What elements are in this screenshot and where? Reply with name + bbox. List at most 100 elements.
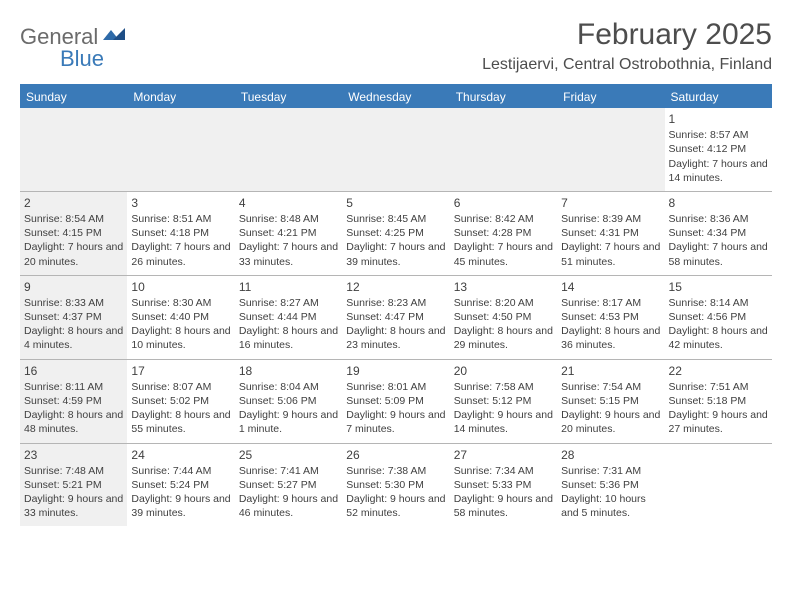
daylight-text: Daylight: 8 hours and 36 minutes. <box>561 324 660 352</box>
daylight-text: Daylight: 9 hours and 1 minute. <box>239 408 338 436</box>
day-cell: 25Sunrise: 7:41 AMSunset: 5:27 PMDayligh… <box>235 444 342 527</box>
day-number: 19 <box>346 363 445 379</box>
empty-cell <box>342 108 449 191</box>
day-cell: 3Sunrise: 8:51 AMSunset: 4:18 PMDaylight… <box>127 192 234 275</box>
sunrise-text: Sunrise: 8:54 AM <box>24 212 123 226</box>
sunset-text: Sunset: 4:44 PM <box>239 310 338 324</box>
daylight-text: Daylight: 8 hours and 48 minutes. <box>24 408 123 436</box>
sunrise-text: Sunrise: 8:11 AM <box>24 380 123 394</box>
empty-cell <box>235 108 342 191</box>
day-number: 7 <box>561 195 660 211</box>
sunset-text: Sunset: 4:15 PM <box>24 226 123 240</box>
day-number: 18 <box>239 363 338 379</box>
sunset-text: Sunset: 5:27 PM <box>239 478 338 492</box>
sunset-text: Sunset: 5:33 PM <box>454 478 553 492</box>
daylight-text: Daylight: 7 hours and 14 minutes. <box>669 157 768 185</box>
location-subtitle: Lestijaervi, Central Ostrobothnia, Finla… <box>482 56 772 74</box>
sunrise-text: Sunrise: 7:41 AM <box>239 464 338 478</box>
day-cell: 6Sunrise: 8:42 AMSunset: 4:28 PMDaylight… <box>450 192 557 275</box>
sunrise-text: Sunrise: 7:31 AM <box>561 464 660 478</box>
sunset-text: Sunset: 4:34 PM <box>669 226 768 240</box>
daylight-text: Daylight: 7 hours and 33 minutes. <box>239 240 338 268</box>
sunset-text: Sunset: 4:18 PM <box>131 226 230 240</box>
day-number: 22 <box>669 363 768 379</box>
day-cell: 27Sunrise: 7:34 AMSunset: 5:33 PMDayligh… <box>450 444 557 527</box>
day-cell: 5Sunrise: 8:45 AMSunset: 4:25 PMDaylight… <box>342 192 449 275</box>
week-row: 23Sunrise: 7:48 AMSunset: 5:21 PMDayligh… <box>20 443 772 527</box>
sunset-text: Sunset: 5:06 PM <box>239 394 338 408</box>
sunrise-text: Sunrise: 7:58 AM <box>454 380 553 394</box>
empty-cell <box>127 108 234 191</box>
sunset-text: Sunset: 5:18 PM <box>669 394 768 408</box>
sunrise-text: Sunrise: 8:04 AM <box>239 380 338 394</box>
sunset-text: Sunset: 4:37 PM <box>24 310 123 324</box>
day-cell: 18Sunrise: 8:04 AMSunset: 5:06 PMDayligh… <box>235 360 342 443</box>
day-number: 14 <box>561 279 660 295</box>
sunrise-text: Sunrise: 7:48 AM <box>24 464 123 478</box>
day-cell: 4Sunrise: 8:48 AMSunset: 4:21 PMDaylight… <box>235 192 342 275</box>
week-row: 16Sunrise: 8:11 AMSunset: 4:59 PMDayligh… <box>20 359 772 443</box>
day-number: 15 <box>669 279 768 295</box>
sunset-text: Sunset: 4:28 PM <box>454 226 553 240</box>
logo-mark-icon <box>103 26 125 49</box>
daylight-text: Daylight: 9 hours and 20 minutes. <box>561 408 660 436</box>
sunrise-text: Sunrise: 8:23 AM <box>346 296 445 310</box>
sunrise-text: Sunrise: 8:39 AM <box>561 212 660 226</box>
sunrise-text: Sunrise: 7:51 AM <box>669 380 768 394</box>
daylight-text: Daylight: 7 hours and 20 minutes. <box>24 240 123 268</box>
weekday-header: Tuesday <box>235 86 342 108</box>
day-cell: 11Sunrise: 8:27 AMSunset: 4:44 PMDayligh… <box>235 276 342 359</box>
day-cell: 21Sunrise: 7:54 AMSunset: 5:15 PMDayligh… <box>557 360 664 443</box>
day-number: 9 <box>24 279 123 295</box>
sunrise-text: Sunrise: 7:34 AM <box>454 464 553 478</box>
sunset-text: Sunset: 4:53 PM <box>561 310 660 324</box>
daylight-text: Daylight: 9 hours and 27 minutes. <box>669 408 768 436</box>
day-number: 21 <box>561 363 660 379</box>
daylight-text: Daylight: 7 hours and 45 minutes. <box>454 240 553 268</box>
day-number: 5 <box>346 195 445 211</box>
weekday-header-row: Sunday Monday Tuesday Wednesday Thursday… <box>20 86 772 108</box>
day-number: 28 <box>561 447 660 463</box>
day-cell: 1Sunrise: 8:57 AMSunset: 4:12 PMDaylight… <box>665 108 772 191</box>
day-number: 4 <box>239 195 338 211</box>
sunrise-text: Sunrise: 8:51 AM <box>131 212 230 226</box>
sunrise-text: Sunrise: 8:36 AM <box>669 212 768 226</box>
daylight-text: Daylight: 9 hours and 39 minutes. <box>131 492 230 520</box>
empty-cell <box>665 444 772 527</box>
week-row: 1Sunrise: 8:57 AMSunset: 4:12 PMDaylight… <box>20 108 772 191</box>
day-cell: 2Sunrise: 8:54 AMSunset: 4:15 PMDaylight… <box>20 192 127 275</box>
day-number: 3 <box>131 195 230 211</box>
daylight-text: Daylight: 8 hours and 10 minutes. <box>131 324 230 352</box>
day-cell: 12Sunrise: 8:23 AMSunset: 4:47 PMDayligh… <box>342 276 449 359</box>
day-number: 26 <box>346 447 445 463</box>
day-number: 25 <box>239 447 338 463</box>
sunset-text: Sunset: 4:12 PM <box>669 142 768 156</box>
sunrise-text: Sunrise: 8:45 AM <box>346 212 445 226</box>
sunrise-text: Sunrise: 8:07 AM <box>131 380 230 394</box>
day-cell: 15Sunrise: 8:14 AMSunset: 4:56 PMDayligh… <box>665 276 772 359</box>
sunset-text: Sunset: 5:12 PM <box>454 394 553 408</box>
daylight-text: Daylight: 8 hours and 4 minutes. <box>24 324 123 352</box>
sunset-text: Sunset: 5:36 PM <box>561 478 660 492</box>
daylight-text: Daylight: 9 hours and 58 minutes. <box>454 492 553 520</box>
sunrise-text: Sunrise: 7:44 AM <box>131 464 230 478</box>
sunset-text: Sunset: 4:47 PM <box>346 310 445 324</box>
sunrise-text: Sunrise: 8:48 AM <box>239 212 338 226</box>
weekday-header: Monday <box>127 86 234 108</box>
sunrise-text: Sunrise: 7:38 AM <box>346 464 445 478</box>
daylight-text: Daylight: 8 hours and 23 minutes. <box>346 324 445 352</box>
day-number: 10 <box>131 279 230 295</box>
empty-cell <box>557 108 664 191</box>
sunset-text: Sunset: 4:40 PM <box>131 310 230 324</box>
day-number: 24 <box>131 447 230 463</box>
sunrise-text: Sunrise: 8:33 AM <box>24 296 123 310</box>
sunrise-text: Sunrise: 7:54 AM <box>561 380 660 394</box>
day-cell: 10Sunrise: 8:30 AMSunset: 4:40 PMDayligh… <box>127 276 234 359</box>
sunrise-text: Sunrise: 8:01 AM <box>346 380 445 394</box>
daylight-text: Daylight: 7 hours and 58 minutes. <box>669 240 768 268</box>
day-cell: 8Sunrise: 8:36 AMSunset: 4:34 PMDaylight… <box>665 192 772 275</box>
daylight-text: Daylight: 9 hours and 7 minutes. <box>346 408 445 436</box>
weeks-container: 1Sunrise: 8:57 AMSunset: 4:12 PMDaylight… <box>20 108 772 526</box>
logo-word-2: Blue <box>60 46 104 72</box>
day-number: 1 <box>669 111 768 127</box>
